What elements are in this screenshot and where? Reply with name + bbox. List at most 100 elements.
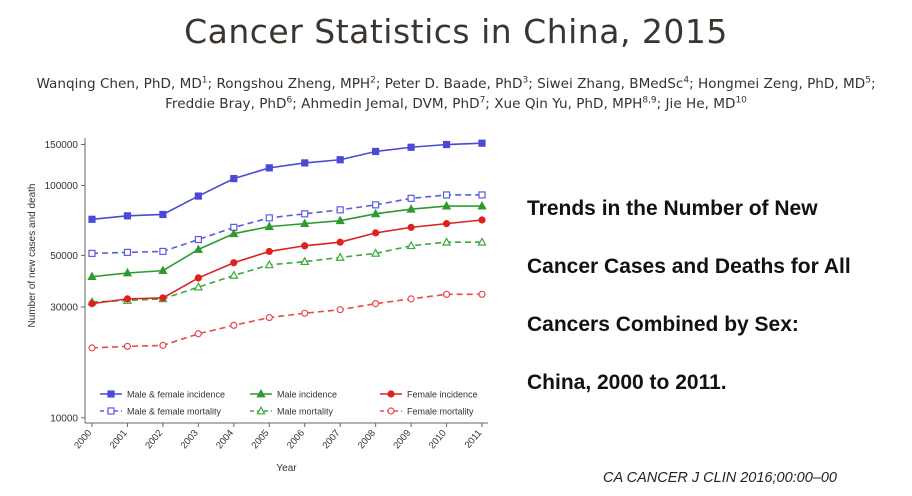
- data-point-male-and-female-incidence: [159, 210, 167, 219]
- author-affiliation: 5: [865, 75, 871, 86]
- legend-label-female-mortality: Female mortality: [407, 407, 474, 417]
- data-point-male-and-female-incidence: [442, 140, 451, 149]
- data-point-female-incidence: [230, 259, 238, 267]
- data-point-female-mortality: [372, 300, 380, 308]
- data-point-female-mortality: [265, 313, 273, 322]
- data-point-female-incidence: [407, 223, 415, 231]
- x-tick-label: 2003: [179, 428, 201, 451]
- author-affiliation: 3: [522, 75, 529, 86]
- data-point-male-mortality: [229, 270, 239, 279]
- data-point-male-and-female-incidence: [230, 175, 238, 183]
- data-point-male-and-female-incidence: [123, 212, 132, 220]
- y-axis-label: Number of new cases and death: [27, 184, 38, 328]
- data-point-male-mortality: [477, 237, 487, 246]
- slide-title: Cancer Statistics in China, 2015: [184, 12, 728, 51]
- author-name: Wanqing Chen, PhD, MD: [36, 76, 202, 92]
- x-tick-label: 2004: [214, 428, 236, 451]
- data-point-female-incidence: [478, 216, 486, 224]
- legend-label-female-incidence: Female incidence: [407, 390, 478, 400]
- data-point-female-mortality: [230, 321, 238, 329]
- data-point-male-mortality: [193, 282, 203, 291]
- legend-label-male-mortality: Male mortality: [277, 407, 334, 417]
- data-point-male-and-female-incidence: [478, 139, 486, 147]
- chart-description: Trends in the Number of New Cancer Cases…: [527, 192, 912, 424]
- data-point-male-and-female-mortality: [442, 191, 451, 199]
- author-list: Wanqing Chen, PhD, MD1; Rongshou Zheng, …: [36, 75, 876, 112]
- data-point-female-mortality: [194, 330, 202, 338]
- author-affiliation: 1: [201, 75, 208, 86]
- data-point-female-incidence: [265, 247, 273, 256]
- data-point-female-incidence: [194, 274, 202, 282]
- author-affiliation: 4: [683, 75, 690, 86]
- data-point-male-and-female-incidence: [407, 143, 415, 151]
- legend-label-male-and-female-mortality: Male & female mortality: [127, 407, 222, 417]
- data-point-male-and-female-mortality: [159, 247, 167, 256]
- data-point-male-incidence: [335, 215, 345, 225]
- data-point-female-incidence: [442, 220, 451, 228]
- description-line-2: Cancer Cases and Deaths for All: [527, 255, 851, 278]
- data-point-male-incidence: [87, 271, 97, 281]
- data-point-male-incidence: [441, 201, 452, 210]
- data-point-female-mortality: [159, 341, 167, 349]
- data-point-male-mortality: [335, 252, 345, 261]
- series-line-male-incidence: [91, 205, 482, 278]
- legend-label-male-incidence: Male incidence: [277, 390, 337, 400]
- data-point-female-mortality: [336, 306, 344, 314]
- data-point-male-and-female-mortality: [301, 210, 309, 218]
- data-point-male-and-female-incidence: [336, 156, 344, 164]
- author-affiliation: 2: [370, 75, 376, 86]
- data-point-female-incidence: [123, 295, 132, 303]
- author-name: Xue Qin Yu, PhD, MPH: [494, 96, 643, 112]
- data-point-male-incidence: [193, 244, 203, 253]
- author-name: Peter D. Baade, PhD: [384, 76, 523, 92]
- data-point-male-incidence: [477, 201, 487, 210]
- data-point-male-incidence: [300, 218, 310, 228]
- x-tick-label: 2000: [72, 428, 94, 451]
- data-point-female-mortality: [478, 290, 486, 298]
- author-name: Hongmei Zeng, PhD, MD: [698, 76, 866, 92]
- series-line-male-mortality: [91, 241, 482, 303]
- description-line-4: China, 2000 to 2011.: [527, 371, 727, 394]
- data-point-female-mortality: [442, 290, 451, 298]
- x-tick-label: 2008: [356, 428, 378, 451]
- y-tick-label: 10000: [50, 413, 78, 424]
- y-tick-label: 100000: [45, 181, 79, 192]
- author-name: Jie He, MD: [665, 96, 736, 112]
- journal-citation: CA CANCER J CLIN 2016;00:00–00: [603, 470, 837, 486]
- x-tick-label: 2006: [285, 428, 307, 451]
- data-point-male-incidence: [122, 267, 133, 277]
- author-affiliation: 10: [735, 95, 747, 106]
- data-point-female-incidence: [301, 242, 309, 250]
- data-point-male-incidence: [406, 204, 416, 213]
- data-point-female-mortality: [123, 342, 132, 350]
- legend-marker-male-mortality: [256, 405, 266, 415]
- data-point-male-mortality: [300, 256, 310, 266]
- data-point-female-incidence: [159, 294, 167, 302]
- author-name: Ahmedin Jemal, DVM, PhD: [301, 96, 480, 112]
- x-tick-label: 2011: [463, 428, 485, 451]
- legend-marker-male-and-female-incidence: [107, 390, 115, 398]
- data-point-male-and-female-incidence: [372, 147, 380, 156]
- data-point-male-and-female-mortality: [123, 248, 132, 257]
- x-tick-label: 2010: [427, 428, 449, 451]
- data-point-female-incidence: [372, 229, 380, 237]
- legend-marker-female-mortality: [387, 407, 395, 415]
- line-chart: 150000 100000 50000 30000 10000 2000 2001 2002 2…: [27, 138, 488, 474]
- data-point-male-and-female-mortality: [194, 235, 202, 244]
- author-name: Siwei Zhang, BMedSc: [537, 76, 684, 92]
- data-point-male-incidence: [158, 265, 168, 275]
- legend-marker-female-incidence: [387, 390, 395, 398]
- description-line-1: Trends in the Number of New: [527, 197, 818, 220]
- data-point-male-and-female-mortality: [478, 191, 486, 199]
- data-point-female-mortality: [301, 309, 309, 317]
- series-line-male-and-female-mortality: [91, 194, 482, 255]
- data-point-male-mortality: [264, 259, 274, 269]
- data-point-male-incidence: [371, 208, 381, 218]
- data-point-female-incidence: [88, 300, 96, 308]
- data-point-male-incidence: [264, 221, 274, 231]
- data-point-male-and-female-incidence: [265, 164, 273, 172]
- data-point-male-and-female-mortality: [372, 201, 380, 209]
- data-point-male-and-female-mortality: [265, 214, 273, 222]
- x-tick-label: 2007: [320, 428, 342, 451]
- y-tick-label: 150000: [45, 140, 79, 151]
